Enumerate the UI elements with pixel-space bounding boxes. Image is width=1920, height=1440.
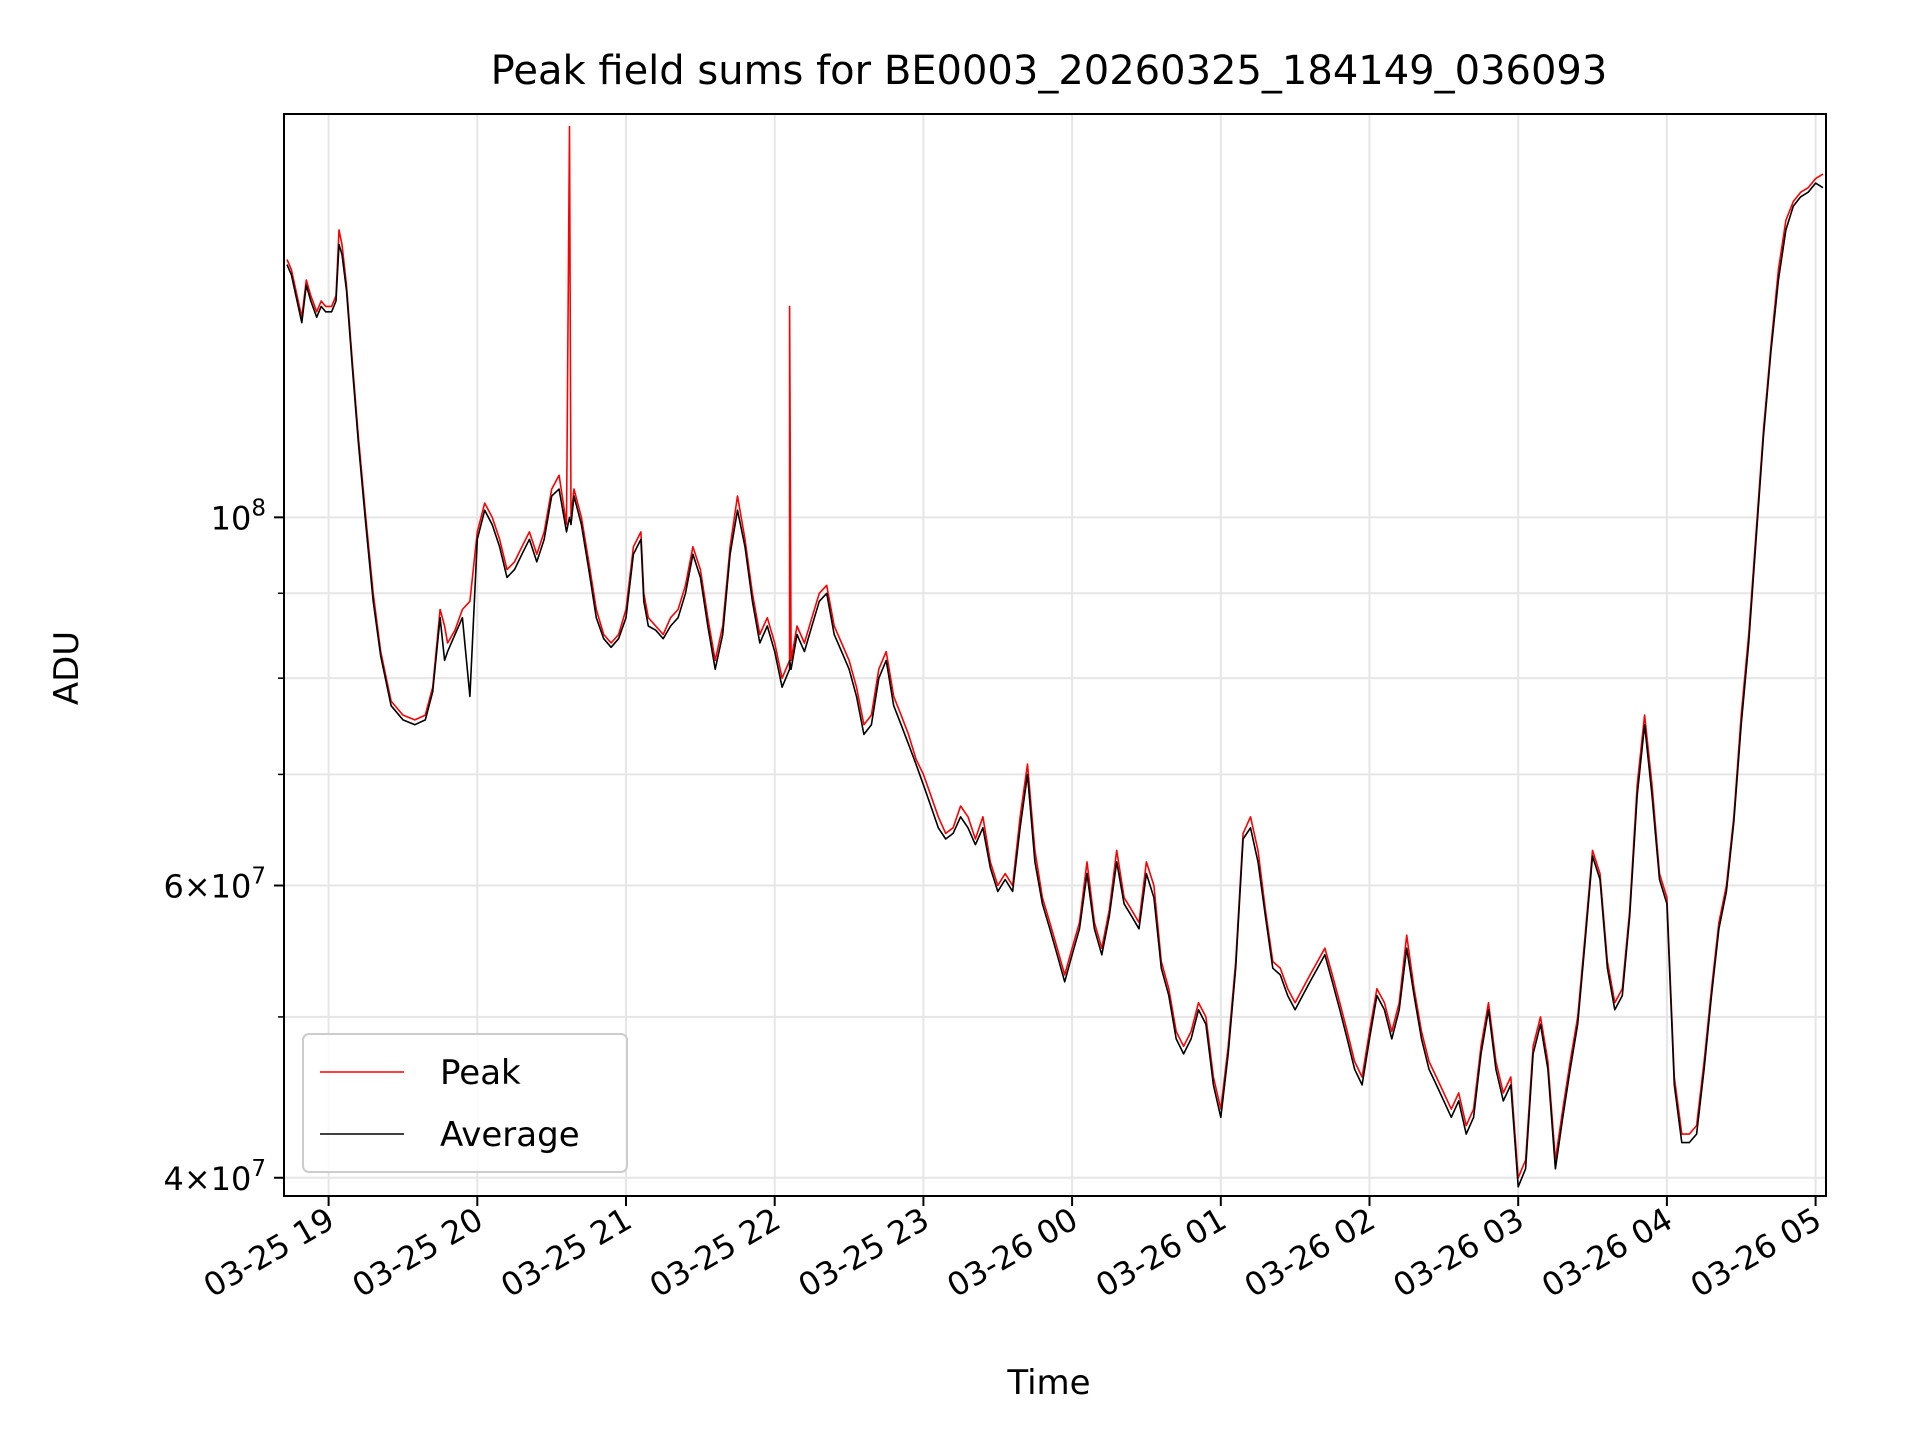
legend-label-average: Average [440, 1115, 580, 1155]
y-axis-label: ADU [47, 631, 87, 705]
series-lines [286, 125, 1824, 1188]
plot-area-frame [283, 113, 1827, 1197]
legend-label-peak: Peak [440, 1053, 521, 1093]
grid-lines [284, 114, 1826, 1196]
chart-title: Peak field sums for BE0003_20260325_1841… [491, 48, 1608, 94]
y-tick-label: 108 [211, 495, 266, 537]
legend: Peak Average [302, 1033, 628, 1173]
legend-box [302, 1033, 628, 1173]
series-line-average [286, 182, 1824, 1188]
y-tick-label: 6×107 [163, 864, 266, 906]
y-tick-label: 4×107 [163, 1156, 266, 1198]
x-axis-label: Time [1006, 1363, 1090, 1403]
